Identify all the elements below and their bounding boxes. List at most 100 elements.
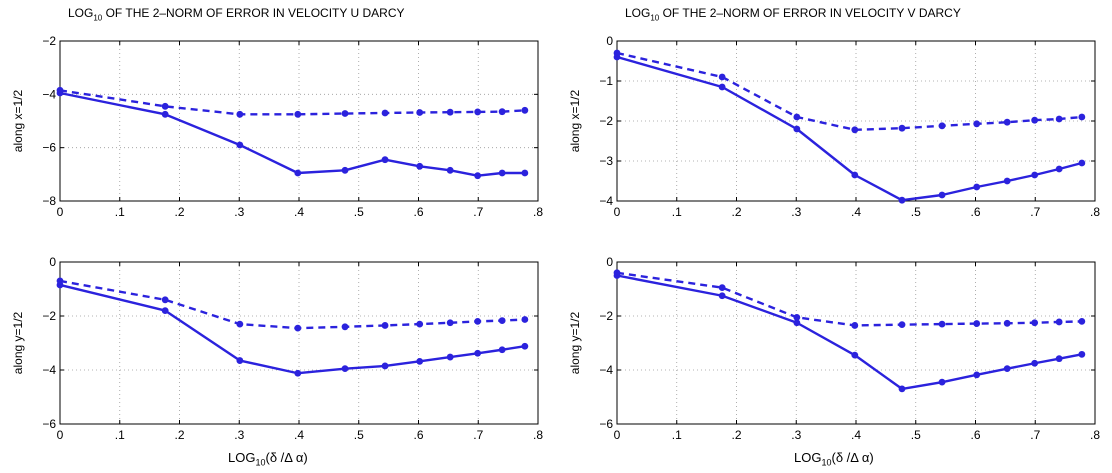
data-point-dashed: [294, 110, 302, 118]
data-point-solid: [381, 362, 389, 370]
data-point-dashed: [851, 126, 859, 134]
chart-panel-bottom-left: 0 .1 .2 .3 .4 .5 .6 .7 .8 −6 −4 −2 0 along y=1/2: [11, 255, 543, 442]
data-point-solid: [416, 162, 424, 170]
x-tick-label: .5: [911, 205, 921, 219]
x-tick-label: .3: [791, 205, 801, 219]
x-tick-label: 0: [614, 205, 621, 219]
data-point-solid: [898, 385, 906, 393]
data-point-solid: [718, 292, 726, 300]
data-point-dashed: [898, 124, 906, 132]
data-point-solid: [161, 307, 169, 314]
data-point-dashed: [1031, 319, 1039, 327]
x-axis-label-right: LOG10(δ /Δ α): [794, 450, 874, 468]
data-point-dashed: [793, 113, 801, 121]
y-axis-label: along x=1/2: [11, 89, 25, 152]
data-point-solid: [973, 371, 981, 379]
y-tick-label: −4: [599, 194, 613, 208]
y-tick-label: 0: [606, 34, 613, 48]
x-tick-label: .1: [115, 205, 125, 219]
data-point-dashed: [613, 49, 621, 57]
x-tick-label: .2: [731, 205, 741, 219]
data-point-dashed: [341, 323, 349, 331]
data-point-dashed: [446, 108, 454, 116]
data-point-solid: [1055, 165, 1063, 173]
y-tick-label: −3: [599, 154, 613, 168]
y-tick-label: −4: [42, 87, 56, 101]
y-axis-label: along x=1/2: [568, 89, 582, 152]
series-line-dashed: [616, 51, 1082, 132]
data-point-solid: [938, 191, 946, 199]
data-point-solid: [1055, 355, 1063, 363]
y-tick-label: −6: [42, 417, 56, 431]
series-line-dashed: [59, 279, 525, 330]
series-line-dashed: [616, 271, 1082, 327]
data-point-solid: [236, 141, 244, 149]
x-axis-label-left: LOG10(δ /Δ α): [228, 450, 308, 468]
data-point-solid: [938, 378, 946, 386]
x-tick-label: .6: [970, 205, 980, 219]
data-point-dashed: [56, 277, 64, 285]
y-tick-label: −4: [599, 363, 613, 377]
data-point-solid: [718, 83, 726, 91]
x-tick-label: .7: [473, 428, 483, 442]
data-point-solid: [416, 357, 424, 365]
data-point-solid: [973, 183, 981, 191]
x-tick-label: .2: [174, 205, 184, 219]
y-tick-label: 0: [606, 255, 613, 269]
panel-title-top-left: LOG10 OF THE 2–NORM OF ERROR IN VELOCITY…: [68, 6, 405, 23]
y-axis-label: along y=1/2: [11, 311, 25, 374]
x-tick-label: 0: [57, 205, 64, 219]
data-point-solid: [381, 156, 389, 164]
y-tick-label: −2: [42, 34, 56, 48]
y-tick-label: 0: [49, 255, 56, 269]
x-tick-label: .4: [851, 428, 861, 442]
data-point-solid: [851, 351, 859, 359]
data-point-dashed: [1055, 318, 1063, 326]
y-tick-label: −6: [42, 141, 56, 155]
data-point-dashed: [1003, 118, 1011, 126]
data-point-dashed: [718, 284, 726, 292]
data-point-dashed: [1031, 116, 1039, 124]
x-tick-label: .4: [851, 205, 861, 219]
data-point-dashed: [718, 73, 726, 81]
series-line-solid: [616, 274, 1083, 391]
data-point-dashed: [416, 320, 424, 328]
x-tick-label: .3: [234, 428, 244, 442]
data-point-solid: [446, 166, 454, 174]
data-point-solid: [446, 353, 454, 361]
data-point-solid: [1031, 359, 1039, 367]
data-point-solid: [793, 125, 801, 133]
x-tick-label: .2: [731, 428, 741, 442]
x-tick-label: .5: [911, 428, 921, 442]
figure-canvas: 0 .1 .2 .3 .4 .5 .6 .7 .8 −8 −6 −4 −2 along x=1/2 0 .1.…: [11, 34, 1100, 442]
data-point-dashed: [1078, 318, 1086, 325]
data-point-solid: [851, 171, 859, 179]
data-point-dashed: [973, 120, 981, 128]
x-tick-label: .8: [533, 428, 543, 442]
data-point-dashed: [161, 296, 169, 304]
x-tick-label: .5: [354, 205, 364, 219]
data-point-dashed: [381, 109, 389, 117]
data-point-solid: [1003, 365, 1011, 373]
data-point-dashed: [898, 321, 906, 329]
x-tick-label: .6: [413, 205, 423, 219]
data-point-solid: [341, 365, 349, 373]
panel-title-top-right: LOG10 OF THE 2–NORM OF ERROR IN VELOCITY…: [625, 6, 961, 23]
data-point-dashed: [793, 313, 801, 321]
y-tick-label: −2: [42, 309, 56, 323]
y-tick-label: −6: [599, 417, 613, 431]
x-tick-label: .1: [672, 205, 682, 219]
data-point-dashed: [851, 322, 859, 329]
data-point-solid: [294, 369, 302, 377]
data-point-dashed: [161, 102, 169, 110]
x-tick-label: .8: [1090, 205, 1100, 219]
x-tick-label: 0: [614, 428, 621, 442]
x-tick-label: .1: [672, 428, 682, 442]
data-point-dashed: [1055, 115, 1063, 123]
y-tick-label: −4: [42, 363, 56, 377]
x-tick-label: .7: [473, 205, 483, 219]
chart-panel-bottom-right: 0 .1 .2 .3 .4 .5 .6 .7 .8 −6 −4 −2 0 along y=1/2: [568, 255, 1100, 442]
x-tick-label: .2: [174, 428, 184, 442]
data-point-solid: [1078, 350, 1086, 358]
data-point-dashed: [498, 317, 506, 324]
